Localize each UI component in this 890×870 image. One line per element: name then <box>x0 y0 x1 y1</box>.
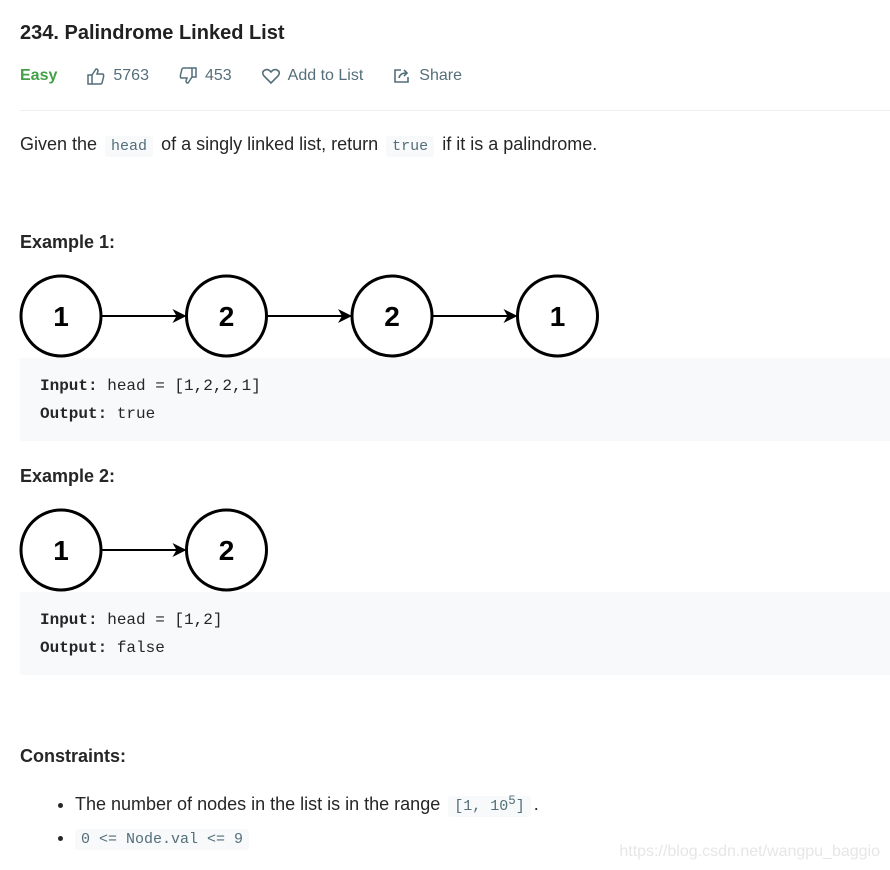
arrow-head <box>338 309 352 323</box>
example-1-code: Input: head = [1,2,2,1] Output: true <box>20 358 890 441</box>
heart-icon <box>261 68 280 84</box>
example-2-code: Input: head = [1,2] Output: false <box>20 592 890 675</box>
output-value: false <box>107 639 165 657</box>
inline-code: head <box>105 136 154 157</box>
arrow-head <box>172 543 187 557</box>
arrow-head <box>503 309 518 323</box>
share-label: Share <box>419 67 462 84</box>
thumbs-down-icon <box>179 67 197 84</box>
add-to-list-label: Add to List <box>287 67 364 84</box>
share-icon <box>394 69 410 83</box>
difficulty-badge: Easy <box>20 67 58 84</box>
constraints-title: Constraints: <box>20 746 127 766</box>
node-value: 1 <box>53 301 69 332</box>
desc-text: of a singly linked list, return <box>156 134 384 154</box>
code-text: ] <box>515 798 525 815</box>
thumbs-up-icon <box>87 68 105 85</box>
constraints-list: The number of nodes in the list is in th… <box>20 786 539 855</box>
problem-description: Given the head of a singly linked list, … <box>20 134 598 157</box>
inline-code: 0 <= Node.val <= 9 <box>75 829 250 850</box>
node-value: 2 <box>219 535 235 566</box>
output-value: true <box>107 405 156 423</box>
constraint-item: The number of nodes in the list is in th… <box>75 786 539 822</box>
code-text: [1, 10 <box>454 798 509 815</box>
list-node <box>185 508 268 592</box>
desc-text: Given the <box>20 134 103 154</box>
exponent: 5 <box>508 794 516 808</box>
example-2-title: Example 2: <box>20 466 116 486</box>
list-node <box>19 274 103 358</box>
constraint-text: The number of nodes in the list is in th… <box>75 794 446 814</box>
output-label: Output: <box>40 639 108 657</box>
constraint-item: 0 <= Node.val <= 9 <box>75 822 539 855</box>
node-value: 2 <box>219 301 235 332</box>
watermark: https://blog.csdn.net/wangpu_baggio <box>619 843 880 860</box>
list-node <box>19 508 103 592</box>
output-label: Output: <box>40 405 108 423</box>
example-1-title: Example 1: <box>20 232 116 252</box>
add-to-list-button[interactable]: Add to List <box>261 67 364 85</box>
desc-text: if it is a palindrome. <box>437 134 598 154</box>
list-node <box>185 274 268 358</box>
node-value: 2 <box>384 301 400 332</box>
divider <box>20 110 890 111</box>
input-value: head = [1,2,2,1] <box>97 377 261 395</box>
input-label: Input: <box>40 611 98 629</box>
inline-code: true <box>386 136 435 157</box>
input-value: head = [1,2] <box>97 611 223 629</box>
page-title: 234. Palindrome Linked List <box>20 22 285 44</box>
inline-code: [1, 105] <box>448 794 531 817</box>
node-value: 1 <box>53 535 69 566</box>
like-count: 5763 <box>113 67 149 84</box>
like-button[interactable]: 5763 <box>87 67 149 85</box>
list-node <box>516 274 599 358</box>
constraint-text: . <box>533 794 539 814</box>
list-node <box>350 274 434 358</box>
linked-list-diagram-1: 1 2 2 1 <box>19 274 599 358</box>
dislike-button[interactable]: 453 <box>179 67 232 85</box>
dislike-count: 453 <box>204 67 232 84</box>
share-button[interactable]: Share <box>393 67 462 85</box>
node-value: 1 <box>550 301 566 332</box>
arrow-head <box>172 309 187 323</box>
input-label: Input: <box>40 377 98 395</box>
problem-meta: Easy 5763 453 Add to List Share <box>20 67 492 85</box>
